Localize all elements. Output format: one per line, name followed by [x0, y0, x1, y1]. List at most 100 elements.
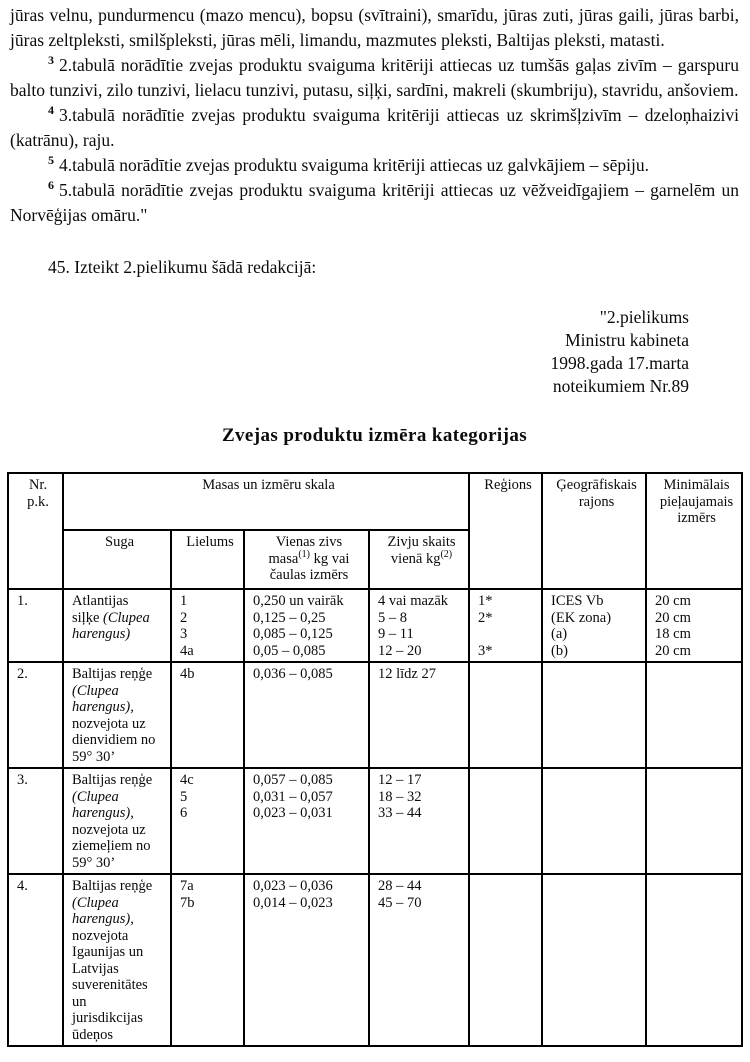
size-categories-table: Nr. p.k. Masas un izmēru skala Reģions Ģ… — [7, 472, 744, 1047]
cell-line: 0,057 – 0,085 — [253, 772, 333, 788]
latin-species-name: harengus) — [72, 699, 131, 715]
cell-skaits: 12 – 17 18 – 32 33 – 44 — [367, 767, 471, 875]
cell-line: (Clupea — [72, 683, 167, 700]
annex-reference-line: 1998.gada 17.marta — [550, 353, 690, 373]
cell-line: 12 līdz 27 — [378, 666, 436, 682]
cell-line: Latvijas — [72, 960, 119, 977]
cell-line: nozvejota uz — [72, 821, 146, 838]
header-mass-scale-group: Masas un izmēru skala — [61, 472, 471, 531]
cell-line: 20 cm — [655, 609, 691, 626]
size-table-body: 1. Atlantijas siļķe (Clupea harengus) 1 2 3 4a 0… — [7, 588, 744, 1047]
cell-geo: ICES Vb (EK zona) (a) (b) — [541, 588, 648, 663]
cell-line: siļķe (Clupea — [72, 609, 150, 626]
cell-line: (Clupea — [72, 895, 167, 912]
footnote-marker: 5 — [48, 153, 54, 168]
body-text-block: jūras velnu, pundurmencu (mazo mencu), b… — [10, 3, 739, 228]
cell-line: 3* — [478, 642, 493, 659]
header-nr-line: p.k. — [27, 493, 49, 510]
header-mass-line: masa(1) kg vai — [253, 549, 365, 568]
cell-line: 12 – 17 — [378, 772, 422, 788]
table-header-row-2: Suga Lielums Vienas zivs masa(1) kg vai … — [8, 529, 742, 590]
cell-line: un — [72, 993, 87, 1010]
paragraph-text: jūras velnu, pundurmencu (mazo mencu), b… — [10, 5, 739, 50]
cell-line: 12 – 20 — [378, 642, 422, 659]
cell-suga: Baltijas reņģe (Clupea harengus), nozvejota… — [62, 873, 172, 1047]
cell-line: 2* — [478, 609, 493, 626]
cell-nr: 3. — [7, 767, 64, 875]
cell-line: (EK zona) — [551, 609, 612, 626]
cell-line: harengus), — [72, 699, 134, 715]
cell-line: 45 – 70 — [378, 894, 422, 911]
header-nr-line: Nr. — [28, 477, 48, 493]
cell-line: dienvidiem no — [72, 732, 156, 748]
latin-species-name: (Clupea — [103, 609, 150, 626]
cell-nr: 4. — [7, 873, 64, 1047]
amendment-clause: 45. Izteikt 2.pielikumu šādā redakcijā: — [48, 257, 317, 277]
footnote-paragraph-5: 5 4.tabulā norādītie zvejas produktu svai… — [10, 153, 739, 178]
cell-line — [478, 626, 538, 643]
annex-reference-line: noteikumiem Nr.89 — [552, 376, 689, 396]
header-mass-text: kg vai — [310, 550, 350, 567]
cell-skaits: 28 – 44 45 – 70 — [367, 873, 471, 1047]
cell-line: 33 – 44 — [378, 805, 422, 821]
cell-line: (a) — [551, 626, 568, 642]
cell-geo — [541, 873, 648, 1047]
cell-line: 4c — [180, 772, 194, 788]
header-single-fish-mass: Vienas zivs masa(1) kg vai čaulas izmērs — [243, 529, 370, 590]
cell-line: (b) — [551, 642, 568, 659]
header-geo-district: Ģeogrāfiskais rajons — [541, 472, 648, 590]
annex-reference-line: "2.pielikums — [599, 307, 689, 327]
cell-line: 0,014 – 0,023 — [253, 894, 333, 911]
header-mass-line: čaulas izmērs — [269, 567, 349, 583]
cell-line: 0,125 – 0,25 — [253, 609, 326, 626]
cell-masa: 0,250 un vairāk 0,125 – 0,25 0,085 – 0,125… — [243, 588, 370, 663]
cell-line: 7a — [180, 878, 194, 894]
cell-line: nozvejota uz — [72, 715, 146, 732]
header-min-size: Minimālais pieļaujamais izmērs — [645, 472, 744, 590]
cell-min — [645, 767, 744, 875]
cell-regions — [468, 767, 544, 875]
cell-line: 6 — [180, 805, 188, 821]
paragraph-text: 3.tabulā norādītie zvejas produktu svaig… — [10, 105, 739, 150]
cell-line: ziemeļiem no — [72, 838, 151, 854]
cell-masa: 0,057 – 0,085 0,031 – 0,057 0,023 – 0,031 — [243, 767, 370, 875]
cell-line: 0,05 – 0,085 — [253, 642, 326, 659]
cell-line: suverenitātes — [72, 977, 148, 993]
cell-line: 1 — [180, 593, 188, 609]
cell-line: Baltijas reņģe — [72, 666, 153, 682]
header-size-class: Lielums — [170, 529, 245, 590]
cell-line: 4 vai mazāk — [378, 593, 449, 609]
cell-line: 28 – 44 — [378, 878, 422, 894]
table-row: 2. Baltijas reņģe (Clupea harengus), nozvejo… — [7, 661, 744, 769]
cell-min — [645, 661, 744, 769]
footnote-paragraph-6: 6 5.tabulā norādītie zvejas produktu svai… — [10, 178, 739, 228]
cell-regions — [468, 873, 544, 1047]
table-row: 4. Baltijas reņģe (Clupea harengus), nozvejo… — [7, 873, 744, 1047]
cell-masa: 0,036 – 0,085 — [243, 661, 370, 769]
cell-line: 0,023 – 0,036 — [253, 878, 333, 894]
cell-line: harengus), — [72, 911, 134, 927]
cell-line: Atlantijas — [72, 593, 129, 609]
footnote-paragraph-3: 3 2.tabulā norādītie zvejas produktu svai… — [10, 53, 739, 103]
latin-species-name: harengus) — [72, 805, 131, 821]
cell-line: 18 cm — [655, 626, 691, 642]
cell-line: 2 — [180, 609, 188, 626]
cell-line: ūdeņos — [72, 1026, 114, 1043]
cell-line: nozvejota — [72, 927, 129, 944]
cell-masa: 0,023 – 0,036 0,014 – 0,023 — [243, 873, 370, 1047]
body-paragraph: jūras velnu, pundurmencu (mazo mencu), b… — [10, 3, 739, 53]
latin-species-name: harengus) — [72, 911, 131, 927]
footnote-marker: 6 — [48, 178, 54, 193]
annex-reference-block: "2.pielikums Ministru kabineta 1998.gada… — [10, 306, 739, 398]
cell-line: 4b — [180, 666, 195, 682]
header-mass-text: masa — [268, 550, 299, 567]
cell-lielums: 4b — [170, 661, 245, 769]
cell-line: 0,023 – 0,031 — [253, 805, 333, 821]
cell-line: harengus), — [72, 805, 134, 821]
cell-line: 5 — [180, 788, 188, 805]
paragraph-text: 4.tabulā norādītie zvejas produktu svaig… — [59, 155, 649, 175]
table-title: Zvejas produktu izmēra kategorijas — [221, 425, 528, 446]
latin-species-name: (Clupea — [72, 682, 119, 699]
